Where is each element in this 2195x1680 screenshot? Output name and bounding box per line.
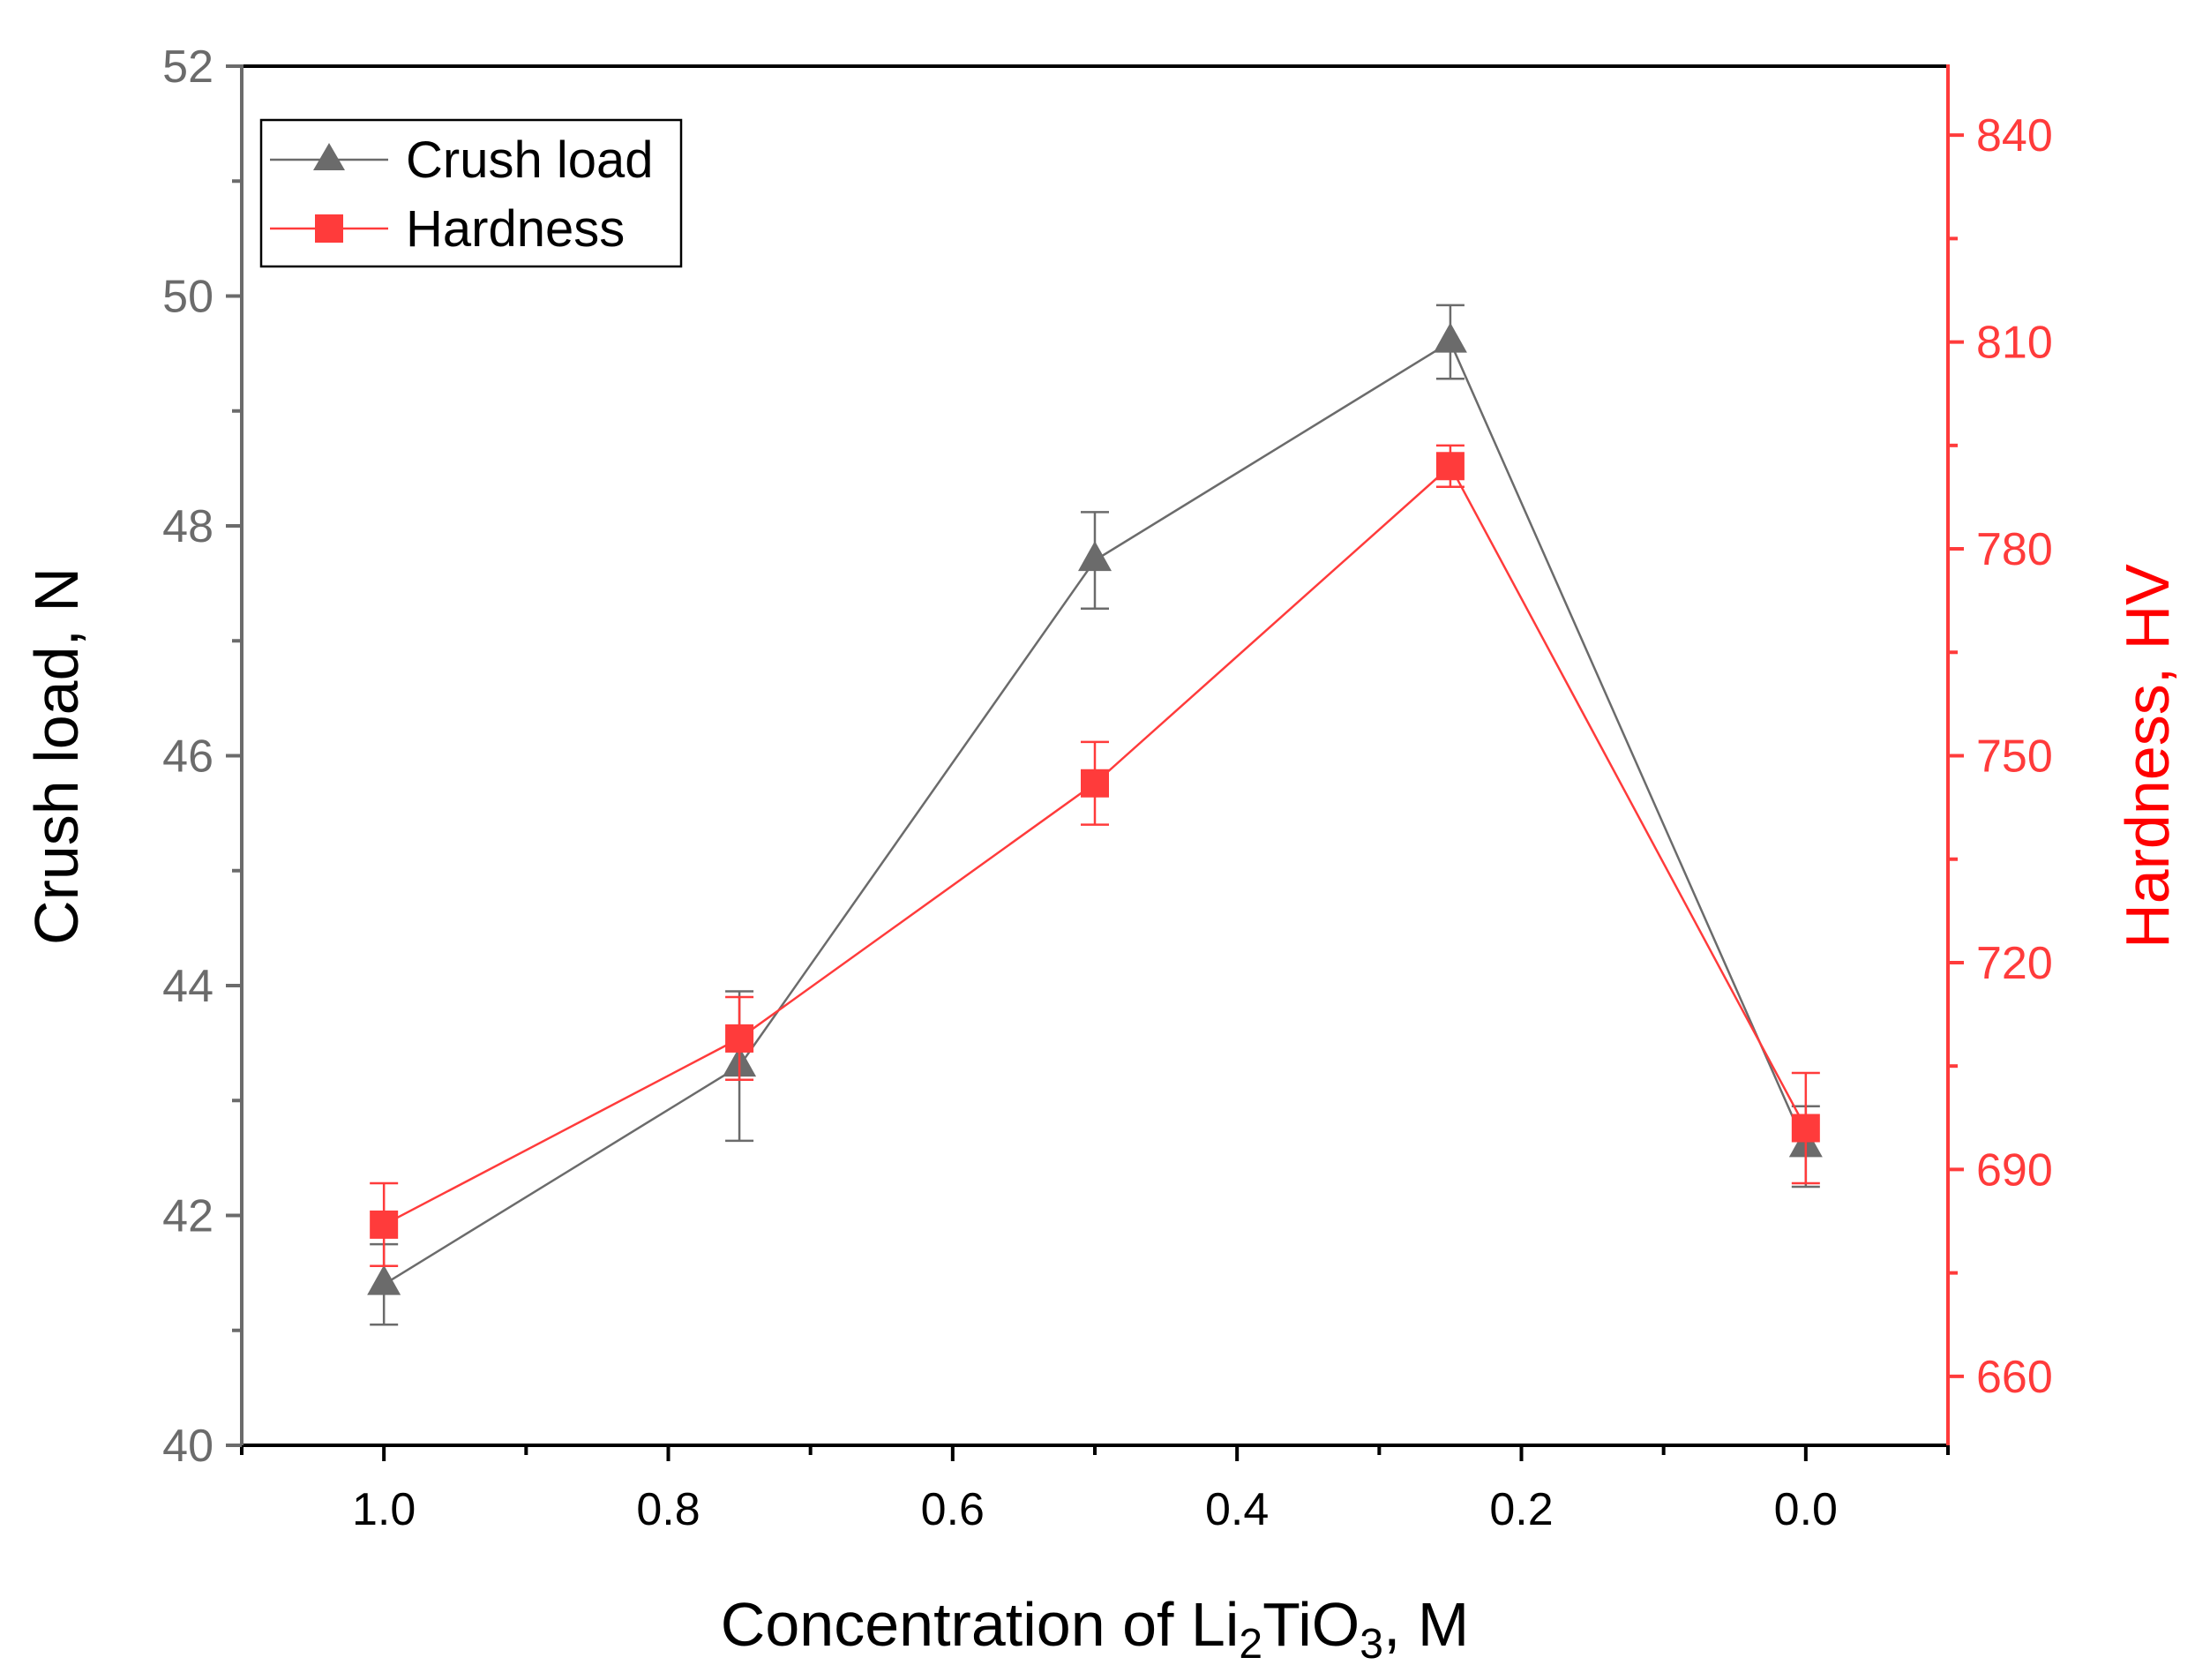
x-tick-label: 0.8 <box>636 1484 700 1535</box>
crush-load-marker <box>1433 322 1467 353</box>
left-y-tick-label: 42 <box>162 1191 214 1242</box>
left-y-tick-label: 40 <box>162 1421 214 1472</box>
x-axis-title: Concentration of Li2TiO3, M <box>721 1590 1469 1668</box>
x-tick-label: 0.6 <box>921 1484 985 1535</box>
x-title-part-2: TiO <box>1262 1590 1360 1659</box>
left-y-tick-label: 48 <box>162 501 214 552</box>
legend: Crush load Hardness <box>259 118 683 268</box>
left-y-tick-label: 52 <box>162 41 214 93</box>
left-y-tick-label: 46 <box>162 731 214 783</box>
right-y-tick-label: 660 <box>1976 1352 2053 1403</box>
x-axis-ticks: 1.0 0.8 0.6 0.4 0.2 0.0 <box>240 1445 1950 1535</box>
x-tick-label: 0.4 <box>1205 1484 1269 1535</box>
right-y-tick-label: 690 <box>1976 1144 2053 1196</box>
x-tick-label: 0.2 <box>1489 1484 1553 1535</box>
x-title-subscript-2: 2 <box>1239 1621 1262 1668</box>
left-y-tick-label: 50 <box>162 272 214 323</box>
right-y-tick-label: 780 <box>1976 524 2053 575</box>
legend-marker-crush-load <box>313 143 345 170</box>
left-y-axis-ticks: 40 42 44 46 48 50 52 <box>162 41 242 1472</box>
series-hardness <box>370 444 1820 1268</box>
right-y-tick-label: 840 <box>1976 110 2053 161</box>
legend-label-hardness: Hardness <box>406 200 625 258</box>
right-y-tick-label: 750 <box>1976 731 2053 783</box>
x-title-part-3: , M <box>1383 1590 1469 1659</box>
crush-load-marker <box>367 1264 401 1295</box>
hardness-marker <box>1081 769 1109 798</box>
right-y-axis-title: Hardness, HV <box>2113 564 2182 949</box>
legend-marker-hardness <box>315 214 343 243</box>
hardness-marker <box>1791 1114 1820 1143</box>
crush-load-marker <box>1078 541 1112 572</box>
x-title-subscript-3: 3 <box>1360 1621 1383 1668</box>
hardness-marker <box>725 1024 754 1053</box>
right-y-tick-label: 720 <box>1976 938 2053 989</box>
right-y-tick-label: 810 <box>1976 318 2053 369</box>
series-layer <box>367 304 1823 1326</box>
left-y-axis-title: Crush load, N <box>22 567 91 945</box>
left-y-tick-label: 44 <box>162 961 214 1012</box>
hardness-marker <box>1435 452 1465 481</box>
x-tick-label: 1.0 <box>352 1484 416 1535</box>
x-title-part-1: Concentration of Li <box>721 1590 1240 1659</box>
hardness-marker <box>370 1210 399 1239</box>
legend-label-crush-load: Crush load <box>406 131 653 189</box>
right-y-axis-ticks: 660 690 720 750 780 810 840 <box>1948 110 2053 1403</box>
x-tick-label: 0.0 <box>1774 1484 1838 1535</box>
